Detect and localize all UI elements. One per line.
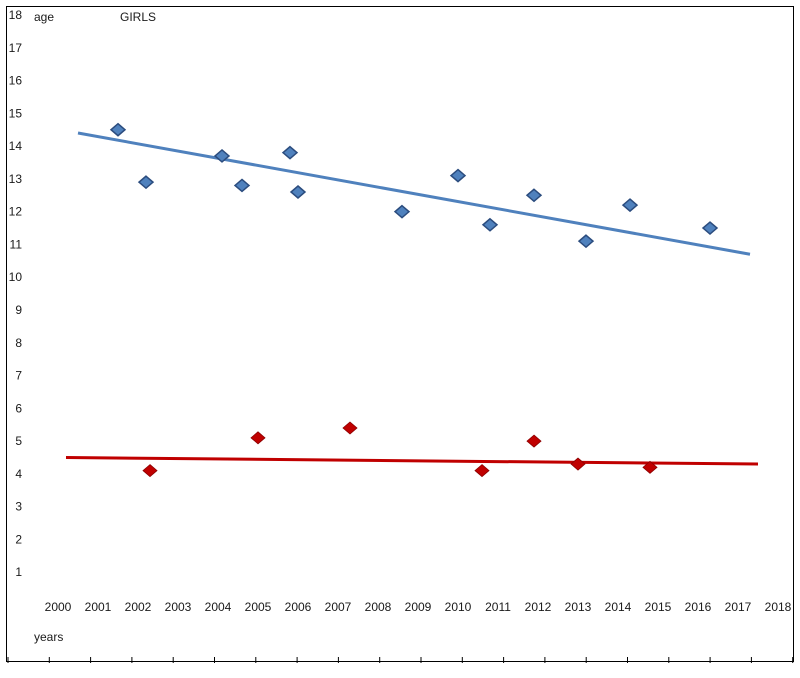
- data-point-blue: [281, 145, 299, 160]
- data-point-red: [526, 434, 542, 448]
- data-point-red: [642, 460, 658, 474]
- x-tick-label: 2007: [325, 600, 352, 614]
- y-tick-label: 3: [15, 500, 22, 514]
- x-tick-label: 2017: [725, 600, 752, 614]
- y-tick-label: 13: [9, 172, 23, 186]
- x-tick-label: 2008: [365, 600, 392, 614]
- y-tick-label: 8: [15, 336, 22, 350]
- y-tick-label: 7: [15, 369, 22, 383]
- data-point-red: [250, 431, 266, 445]
- x-tick-label: 2016: [685, 600, 712, 614]
- data-point-blue: [137, 175, 155, 190]
- x-axis-label: years: [34, 630, 63, 644]
- data-points: [109, 122, 719, 478]
- data-point-blue: [621, 198, 639, 213]
- data-point-blue: [701, 221, 719, 236]
- chart-border: [6, 6, 794, 662]
- x-tick-label: 2002: [125, 600, 152, 614]
- y-tick-label: 6: [15, 401, 22, 415]
- x-tick-labels: 2000 2001 2002 2003 2004 2005 2006 2007 2008 2009…: [45, 600, 792, 614]
- data-point-red: [570, 457, 586, 471]
- y-tick-label: 15: [9, 106, 23, 120]
- x-tick-label: 2018: [765, 600, 792, 614]
- trendline-blue: [77, 131, 751, 256]
- data-point-red: [342, 421, 358, 435]
- y-tick-label: 9: [15, 303, 22, 317]
- y-tick-label: 17: [9, 41, 23, 55]
- x-tick-label: 2003: [165, 600, 192, 614]
- x-tick-label: 2012: [525, 600, 552, 614]
- y-tick-label: 18: [9, 8, 23, 22]
- y-tick-labels: 18 17 16 15 14 13 12 11 10 9 8 7 6 5 4 3 2 1: [9, 8, 23, 579]
- data-point-blue: [481, 217, 499, 232]
- trendline-red: [65, 456, 759, 466]
- y-tick-label: 4: [15, 467, 22, 481]
- y-tick-label: 5: [15, 434, 22, 448]
- x-tick-label: 2014: [605, 600, 632, 614]
- data-point-blue: [449, 168, 467, 183]
- y-tick-label: 14: [9, 139, 23, 153]
- data-point-blue: [577, 234, 595, 249]
- y-axis-label: age: [34, 10, 54, 24]
- chart-frame: [6, 6, 794, 663]
- x-tick-label: 2015: [645, 600, 672, 614]
- x-tick-label: 2013: [565, 600, 592, 614]
- trendlines: [65, 131, 759, 466]
- x-tick-label: 2010: [445, 600, 472, 614]
- y-tick-label: 11: [10, 237, 23, 251]
- data-point-red: [474, 464, 490, 478]
- x-tick-label: 2009: [405, 600, 432, 614]
- x-tick-label: 2004: [205, 600, 232, 614]
- y-tick-label: 10: [9, 270, 23, 284]
- data-point-blue: [393, 204, 411, 219]
- data-point-blue: [109, 122, 127, 137]
- x-tick-label: 2005: [245, 600, 272, 614]
- data-point-blue: [233, 178, 251, 193]
- y-tick-label: 1: [15, 565, 22, 579]
- x-tick-label: 2011: [485, 600, 511, 614]
- data-point-blue: [525, 188, 543, 203]
- y-tick-label: 16: [9, 74, 23, 88]
- x-tick-label: 2000: [45, 600, 72, 614]
- y-tick-label: 12: [9, 205, 23, 219]
- y-tick-label: 2: [15, 532, 22, 546]
- data-point-blue: [289, 185, 307, 199]
- x-tick-label: 2001: [85, 600, 112, 614]
- data-point-blue: [213, 148, 231, 163]
- x-tick-label: 2006: [285, 600, 312, 614]
- data-point-red: [142, 464, 158, 478]
- chart-title: GIRLS: [120, 10, 156, 24]
